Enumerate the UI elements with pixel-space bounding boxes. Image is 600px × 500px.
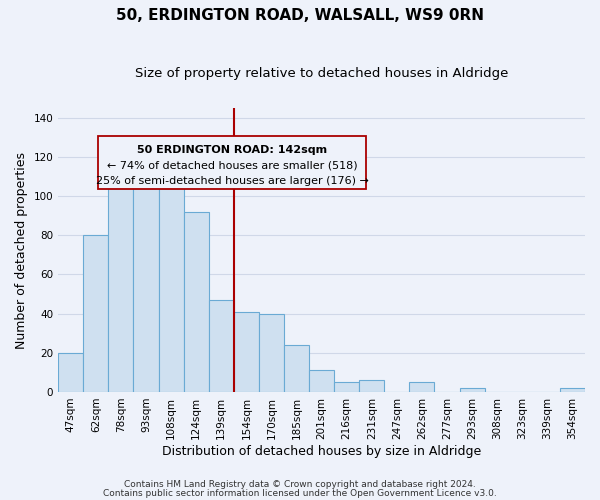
Bar xyxy=(83,236,109,392)
Bar xyxy=(359,380,385,392)
Bar xyxy=(234,312,259,392)
FancyBboxPatch shape xyxy=(98,136,367,189)
Bar xyxy=(58,353,83,392)
Bar xyxy=(309,370,334,392)
Title: Size of property relative to detached houses in Aldridge: Size of property relative to detached ho… xyxy=(135,68,508,80)
Text: Contains public sector information licensed under the Open Government Licence v3: Contains public sector information licen… xyxy=(103,489,497,498)
Bar xyxy=(133,184,158,392)
Text: 50, ERDINGTON ROAD, WALSALL, WS9 0RN: 50, ERDINGTON ROAD, WALSALL, WS9 0RN xyxy=(116,8,484,22)
Bar xyxy=(334,382,359,392)
Bar xyxy=(184,212,209,392)
X-axis label: Distribution of detached houses by size in Aldridge: Distribution of detached houses by size … xyxy=(162,444,481,458)
Text: ← 74% of detached houses are smaller (518): ← 74% of detached houses are smaller (51… xyxy=(107,160,358,170)
Bar xyxy=(284,345,309,392)
Text: 50 ERDINGTON ROAD: 142sqm: 50 ERDINGTON ROAD: 142sqm xyxy=(137,145,327,155)
Text: Contains HM Land Registry data © Crown copyright and database right 2024.: Contains HM Land Registry data © Crown c… xyxy=(124,480,476,489)
Bar xyxy=(259,314,284,392)
Bar xyxy=(158,170,184,392)
Y-axis label: Number of detached properties: Number of detached properties xyxy=(15,152,28,348)
Bar xyxy=(109,182,133,392)
Bar xyxy=(560,388,585,392)
Bar xyxy=(209,300,234,392)
Text: 25% of semi-detached houses are larger (176) →: 25% of semi-detached houses are larger (… xyxy=(95,176,368,186)
Bar xyxy=(460,388,485,392)
Bar xyxy=(409,382,434,392)
